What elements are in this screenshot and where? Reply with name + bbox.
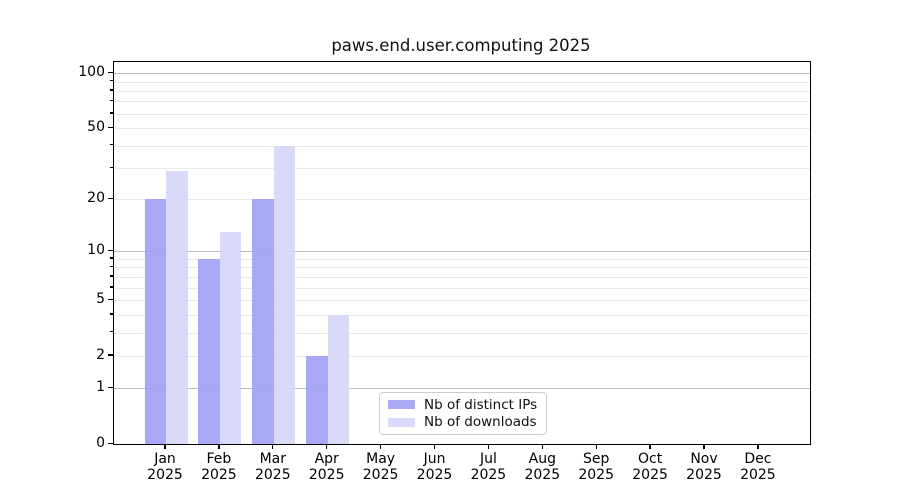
ytick-minor-mark-9	[110, 257, 113, 259]
xtick-label-apr: Apr 2025	[308, 451, 345, 483]
bar-distinct-ips-feb	[198, 258, 220, 444]
ytick-label-10: 10	[87, 242, 105, 259]
bar-downloads-apr	[327, 314, 350, 444]
gridline-y-1	[114, 388, 810, 390]
xtick-label-nov: Nov 2025	[686, 451, 722, 483]
xtick-label-jan: Jan 2025	[147, 451, 183, 483]
gridline-y-8	[114, 267, 810, 269]
xtick-mark-jan	[164, 444, 166, 450]
bar-downloads-mar	[273, 145, 296, 444]
chart-title: paws.end.user.computing 2025	[331, 36, 591, 55]
xtick-label-may: May 2025	[362, 451, 399, 483]
legend-item-downloads: Nb of downloads	[388, 414, 538, 432]
gridline-y-60	[114, 113, 810, 115]
gridline-y-2	[114, 355, 810, 357]
ytick-mark-50	[108, 126, 113, 128]
gridline-y-30	[114, 168, 810, 170]
xtick-mark-feb	[218, 444, 220, 450]
xtick-label-jun: Jun 2025	[416, 451, 453, 483]
gridline-y-90	[114, 81, 810, 83]
ytick-mark-10	[108, 249, 113, 252]
ytick-mark-20	[108, 197, 113, 200]
ytick-minor-mark-90	[110, 80, 113, 82]
gridline-y-9	[114, 258, 810, 260]
gridline-y-80	[114, 90, 810, 92]
bar-distinct-ips-apr	[306, 355, 328, 444]
ytick-label-100: 100	[78, 64, 105, 81]
ytick-mark-1	[108, 386, 113, 389]
gridline-y-3	[114, 332, 810, 334]
xtick-label-dec: Dec 2025	[740, 451, 776, 483]
gridline-y-20	[114, 199, 810, 201]
xtick-mark-may	[379, 444, 382, 450]
ytick-mark-2	[108, 354, 113, 356]
gridline-y-40	[114, 145, 810, 147]
xtick-mark-oct	[649, 444, 651, 450]
ytick-minor-mark-3	[110, 331, 113, 333]
legend-swatch-downloads	[388, 417, 415, 427]
xtick-mark-sep	[595, 444, 597, 450]
legend: Nb of distinct IPs Nb of downloads	[379, 392, 547, 435]
ytick-minor-mark-40	[110, 144, 113, 146]
xtick-mark-jun	[433, 444, 436, 450]
bar-distinct-ips-mar	[252, 199, 274, 444]
bar-downloads-feb	[219, 231, 242, 444]
legend-label-distinct-ips: Nb of distinct IPs	[424, 396, 538, 413]
ytick-label-5: 5	[96, 291, 105, 307]
bar-distinct-ips-jan	[144, 199, 166, 444]
xtick-label-sep: Sep 2025	[578, 451, 614, 483]
ytick-minor-mark-80	[110, 89, 113, 91]
gridline-y-6	[114, 287, 810, 289]
bar-downloads-jan	[166, 170, 188, 444]
ytick-label-50: 50	[87, 119, 105, 136]
gridline-y-50	[114, 128, 810, 130]
xtick-mark-nov	[703, 444, 705, 450]
plot-area: Nb of distinct IPs Nb of downloads	[113, 61, 811, 445]
ytick-minor-mark-30	[110, 166, 113, 168]
ytick-label-2: 2	[96, 346, 105, 363]
gridline-y-10	[114, 251, 810, 253]
xtick-label-jul: Jul 2025	[470, 451, 507, 483]
xtick-label-mar: Mar 2025	[254, 451, 291, 483]
legend-item-distinct-ips: Nb of distinct IPs	[388, 396, 538, 414]
ytick-label-20: 20	[87, 190, 105, 207]
ytick-minor-mark-7	[110, 275, 113, 277]
xtick-label-oct: Oct 2025	[632, 451, 668, 483]
xtick-mark-mar	[272, 444, 274, 450]
gridline-y-7	[114, 276, 810, 278]
legend-swatch-distinct-ips	[388, 400, 415, 410]
xtick-mark-jul	[487, 444, 490, 450]
ytick-minor-mark-70	[110, 99, 113, 102]
ytick-mark-5	[108, 298, 113, 300]
ytick-label-0: 0	[96, 435, 105, 451]
ytick-mark-0	[108, 442, 113, 444]
ytick-mark-100	[108, 71, 113, 74]
gridline-y-70	[114, 101, 810, 103]
legend-label-downloads: Nb of downloads	[424, 414, 537, 431]
ytick-minor-mark-8	[110, 265, 113, 268]
xtick-mark-aug	[541, 444, 543, 450]
xtick-label-aug: Aug 2025	[524, 451, 561, 483]
ytick-minor-mark-4	[110, 313, 113, 315]
ytick-minor-mark-60	[110, 112, 113, 114]
gridline-y-100	[114, 73, 810, 75]
ytick-label-1: 1	[96, 379, 105, 396]
gridline-y-4	[114, 314, 810, 316]
xtick-label-feb: Feb 2025	[201, 451, 237, 483]
ytick-minor-mark-6	[110, 286, 113, 288]
xtick-mark-dec	[757, 444, 759, 450]
xtick-mark-apr	[326, 444, 328, 450]
gridline-y-5	[114, 300, 810, 301]
